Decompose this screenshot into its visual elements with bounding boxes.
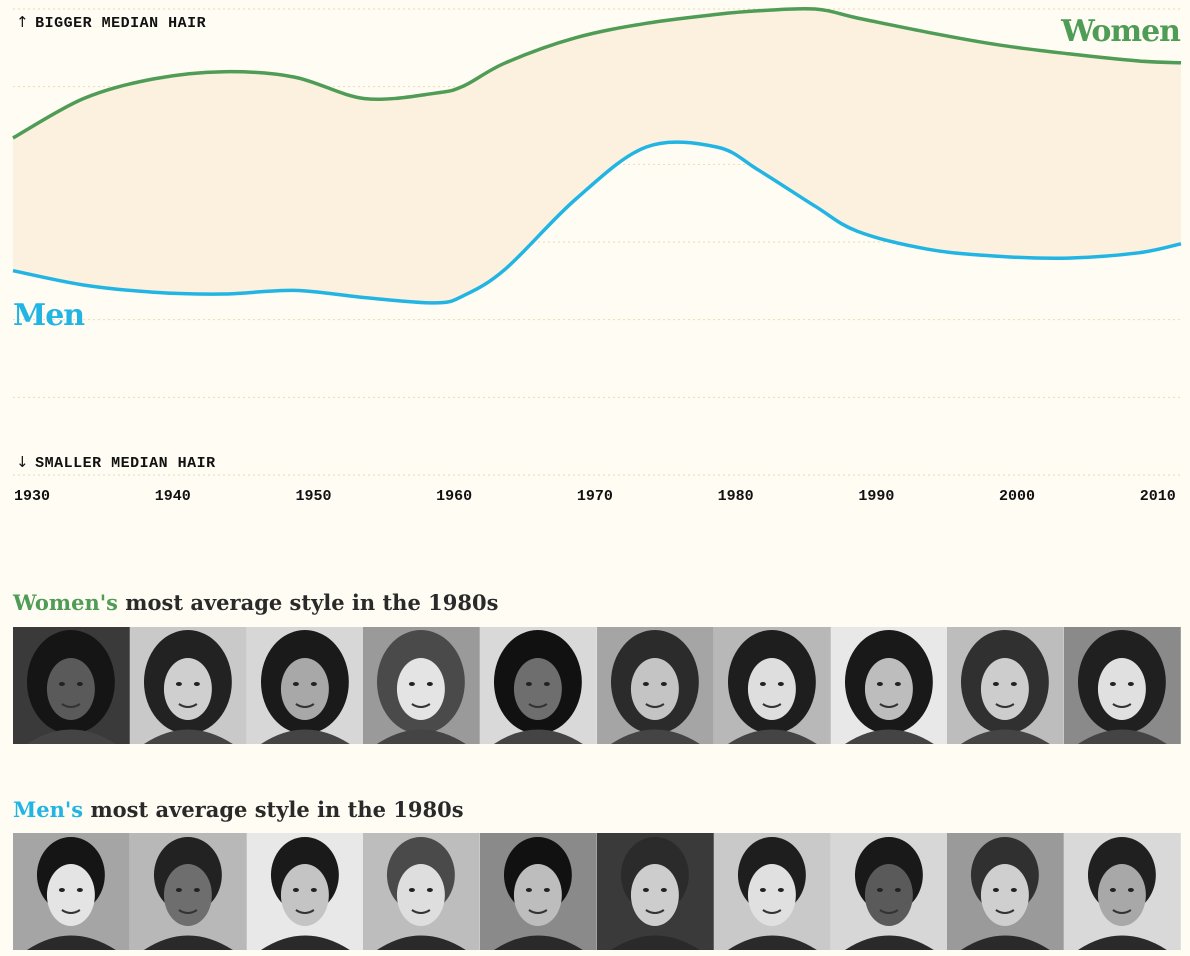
- x-tick-label: 1950: [295, 488, 332, 505]
- women-section-title: Women's most average style in the 1980s: [13, 590, 498, 615]
- x-tick-label: 1970: [576, 488, 613, 505]
- x-tick-label: 1980: [717, 488, 754, 505]
- y-axis-bottom-label: ↓ SMALLER MEDIAN HAIR: [16, 453, 216, 472]
- portrait-icon: [480, 833, 597, 950]
- portrait-photo: [13, 627, 130, 744]
- x-tick-label: 1990: [858, 488, 895, 505]
- x-tick-label: 1960: [436, 488, 473, 505]
- portrait-icon: [830, 627, 948, 744]
- portrait-photo: [596, 833, 714, 950]
- portrait-icon: [1064, 833, 1181, 950]
- portrait-photo: [246, 833, 364, 950]
- portrait-icon: [480, 627, 597, 744]
- men-section-title: Men's most average style in the 1980s: [13, 797, 464, 822]
- portrait-icon: [596, 833, 714, 950]
- men-series-line: [12, 140, 1182, 305]
- men-title-rest: most average style in the 1980s: [83, 797, 464, 822]
- portrait-photo: [1064, 833, 1181, 950]
- portrait-icon: [129, 833, 247, 950]
- portrait-photo: [480, 833, 597, 950]
- y-axis-top-label: ↑ BIGGER MEDIAN HAIR: [16, 13, 207, 32]
- portrait-icon: [713, 833, 831, 950]
- portrait-icon: [246, 627, 364, 744]
- portrait-photo: [129, 833, 247, 950]
- portrait-photo: [947, 627, 1065, 744]
- portrait-icon: [830, 833, 948, 950]
- men-series-label: Men: [13, 298, 85, 333]
- hair-size-chart: [12, 6, 1182, 476]
- x-tick-label: 2010: [1139, 488, 1176, 505]
- portrait-icon: [363, 833, 481, 950]
- arrow-down-icon: ↓: [16, 453, 30, 471]
- portrait-photo: [363, 833, 481, 950]
- portrait-icon: [713, 627, 831, 744]
- men-photo-strip: [13, 833, 1181, 950]
- portrait-icon: [363, 627, 481, 744]
- portrait-photo: [596, 627, 714, 744]
- men-title-highlight: Men's: [13, 797, 84, 822]
- portrait-photo: [947, 833, 1065, 950]
- women-photo-strip: [13, 627, 1181, 744]
- portrait-icon: [13, 833, 130, 950]
- women-title-rest: most average style in the 1980s: [117, 590, 499, 615]
- portrait-photo: [713, 627, 831, 744]
- portrait-photo: [13, 833, 130, 950]
- portrait-icon: [13, 627, 130, 744]
- arrow-up-icon: ↑: [16, 13, 30, 31]
- portrait-photo: [1064, 627, 1181, 744]
- portrait-icon: [947, 627, 1065, 744]
- women-title-highlight: Women's: [13, 590, 118, 615]
- portrait-icon: [246, 833, 364, 950]
- portrait-photo: [246, 627, 364, 744]
- women-series-label: Women: [1061, 14, 1181, 49]
- x-tick-label: 1930: [14, 488, 51, 505]
- gap-band: [13, 8, 1181, 303]
- portrait-photo: [830, 627, 948, 744]
- portrait-photo: [129, 627, 247, 744]
- portrait-icon: [947, 833, 1065, 950]
- portrait-photo: [480, 627, 597, 744]
- x-tick-label: 2000: [999, 488, 1036, 505]
- portrait-icon: [1064, 627, 1181, 744]
- women-series-line: [12, 6, 1182, 140]
- portrait-icon: [129, 627, 247, 744]
- portrait-photo: [363, 627, 481, 744]
- x-tick-label: 1940: [154, 488, 191, 505]
- portrait-icon: [596, 627, 714, 744]
- portrait-photo: [830, 833, 948, 950]
- portrait-photo: [713, 833, 831, 950]
